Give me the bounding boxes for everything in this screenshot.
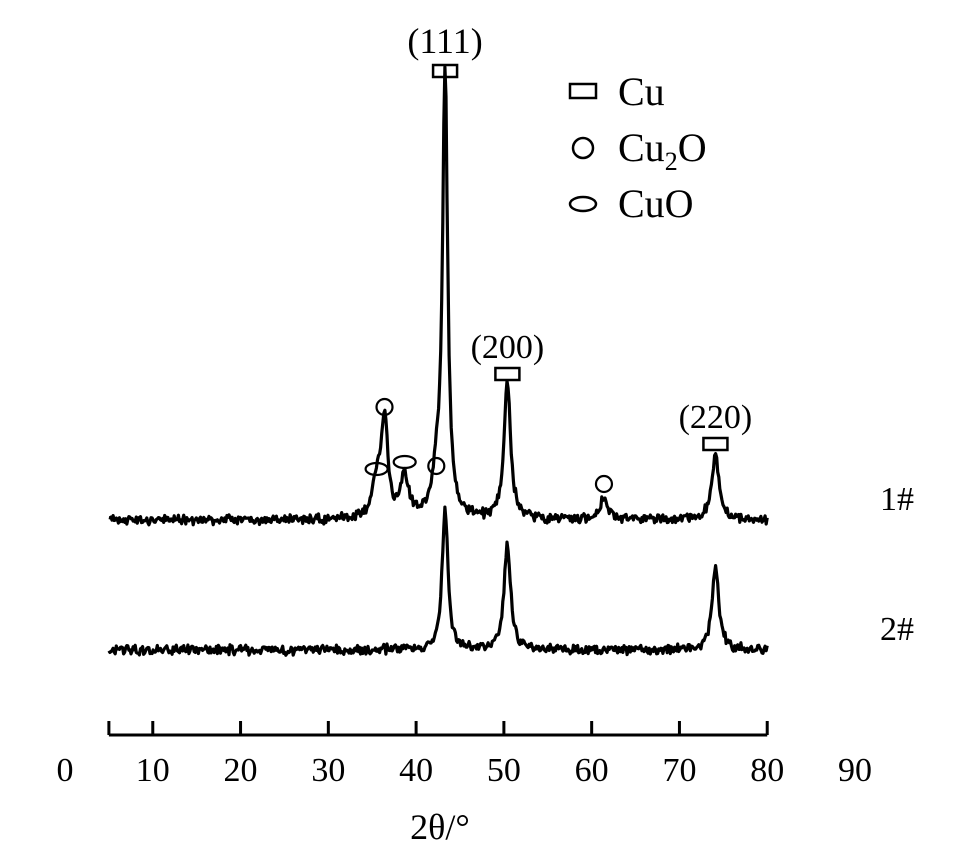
chart-svg: 0 10 20 30 40 50 60 70 80 90 2θ/° (111) (200) (220) 1#… <box>0 0 960 861</box>
svg-text:60: 60 <box>575 752 609 789</box>
svg-text:(200): (200) <box>471 329 545 366</box>
svg-text:CuO: CuO <box>618 181 694 226</box>
svg-text:20: 20 <box>224 752 258 789</box>
svg-text:2θ/°: 2θ/° <box>410 807 470 847</box>
svg-text:90: 90 <box>838 752 872 789</box>
svg-text:1#: 1# <box>880 481 914 518</box>
svg-text:Cu: Cu <box>618 69 665 114</box>
svg-text:70: 70 <box>662 752 696 789</box>
svg-text:80: 80 <box>750 752 784 789</box>
svg-text:(220): (220) <box>679 399 753 436</box>
svg-text:Cu2O: Cu2O <box>618 125 707 176</box>
svg-text:(111): (111) <box>407 21 482 61</box>
svg-text:10: 10 <box>136 752 170 789</box>
svg-text:0: 0 <box>57 752 74 789</box>
svg-text:50: 50 <box>487 752 521 789</box>
xrd-chart: 0 10 20 30 40 50 60 70 80 90 2θ/° (111) (200) (220) 1#… <box>0 0 960 861</box>
svg-text:2#: 2# <box>880 611 914 648</box>
svg-text:30: 30 <box>311 752 345 789</box>
svg-text:40: 40 <box>399 752 433 789</box>
